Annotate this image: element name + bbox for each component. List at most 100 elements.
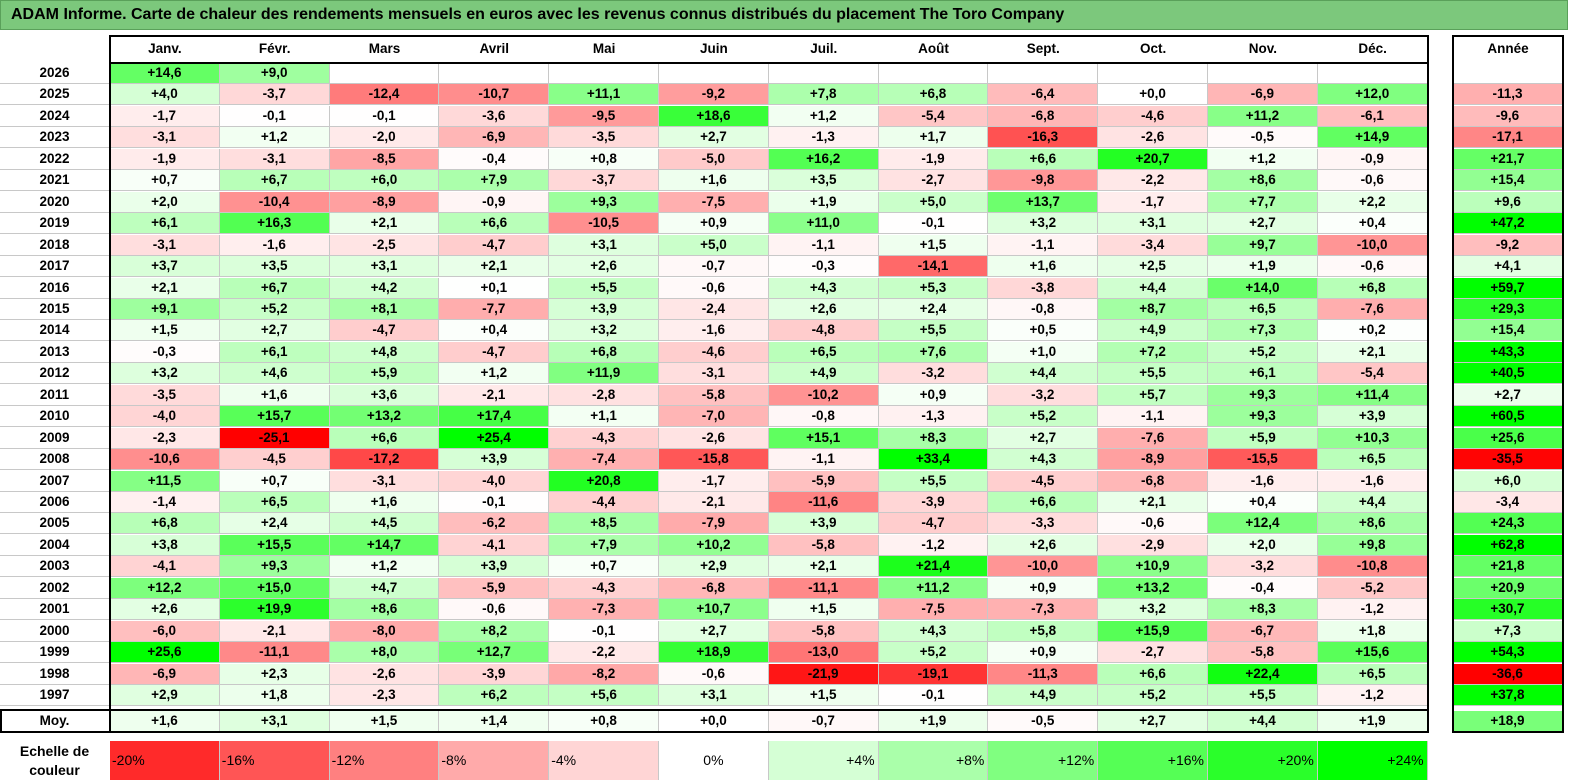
heatmap-cell: +1,6 [659, 170, 769, 192]
heatmap-cell: -10,2 [768, 384, 879, 406]
heatmap-cell: -11,3 [988, 663, 1099, 685]
year-header: Année [1487, 41, 1529, 56]
heatmap-cell: -6,9 [110, 663, 220, 685]
heatmap-cell: +6,6 [329, 427, 440, 449]
heatmap-cell: +2,1 [1317, 341, 1428, 363]
color-scale-step: -12% [329, 741, 440, 780]
row-year-label: 2023 [0, 127, 109, 149]
row-year-label: 2019 [0, 213, 109, 235]
year-total-cell: +60,5 [1453, 406, 1563, 428]
heatmap-cell: +14,0 [1208, 277, 1318, 299]
year-total-cell: -36,6 [1453, 663, 1563, 685]
heatmap-cell: -5,4 [878, 105, 989, 127]
heatmap-cell: +13,7 [988, 191, 1099, 213]
row-year-label: 2026 [0, 63, 109, 84]
heatmap-cell: +1,2 [219, 127, 330, 149]
heatmap-cell: -2,5 [329, 234, 440, 256]
month-header: Déc. [1358, 41, 1387, 56]
heatmap-cell: +8,0 [329, 642, 440, 664]
heatmap-cell: +0,9 [878, 384, 989, 406]
heatmap-cell: +10,9 [1098, 556, 1208, 578]
heatmap-cell: -7,9 [659, 513, 769, 535]
heatmap-cell: +25,4 [439, 427, 550, 449]
heatmap-cell: -0,3 [768, 256, 879, 278]
heatmap-cell: +5,9 [1208, 427, 1318, 449]
heatmap-cell: +13,2 [329, 406, 440, 428]
year-total-cell: +29,3 [1453, 298, 1563, 320]
heatmap-cell: +2,6 [768, 298, 879, 320]
heatmap-cell: +2,9 [110, 685, 220, 707]
heatmap-cell: +8,7 [1098, 298, 1208, 320]
heatmap-cell: -6,0 [110, 620, 220, 642]
heatmap-cell: +10,3 [1317, 427, 1428, 449]
heatmap-cell: -0,6 [1317, 170, 1428, 192]
heatmap-cell: +2,9 [659, 556, 769, 578]
heatmap-cell: -17,2 [329, 449, 440, 471]
heatmap-cell: -0,1 [878, 213, 989, 235]
heatmap-cell: -7,4 [549, 449, 659, 471]
heatmap-cell: +6,5 [1208, 298, 1318, 320]
row-year-label: 2017 [0, 256, 109, 278]
heatmap-cell: +6,0 [329, 170, 440, 192]
heatmap-cell: -7,7 [439, 298, 550, 320]
heatmap-cell: +14,6 [110, 63, 220, 84]
heatmap-cell: +0,0 [659, 710, 769, 732]
heatmap-cell: +3,1 [659, 685, 769, 707]
heatmap-cell: +9,1 [110, 298, 220, 320]
heatmap-cell: -10,0 [1317, 234, 1428, 256]
heatmap-cell: +8,6 [329, 599, 440, 621]
heatmap-cell: -0,8 [768, 406, 879, 428]
row-year-label: 2007 [0, 471, 109, 492]
heatmap-cell: -25,1 [219, 427, 330, 449]
year-total-cell: +30,7 [1453, 599, 1563, 621]
heatmap-cell: +0,4 [439, 320, 550, 342]
heatmap-cell: +0,8 [549, 148, 659, 170]
heatmap-cell: +4,5 [329, 513, 440, 535]
heatmap-cell: +6,1 [219, 341, 330, 363]
month-header: Févr. [258, 41, 291, 56]
heatmap-cell: +5,9 [329, 363, 440, 385]
row-year-label: 2012 [0, 363, 109, 385]
heatmap-cell [329, 63, 440, 84]
heatmap-cell: -0,9 [1317, 148, 1428, 170]
row-year-label: 2002 [0, 578, 109, 599]
heatmap-cell: +2,1 [1098, 492, 1208, 513]
heatmap-cell: -12,4 [329, 84, 440, 106]
heatmap-cell: +11,1 [549, 84, 659, 106]
heatmap-cell: +3,1 [329, 256, 440, 278]
month-header: Janv. [148, 41, 182, 56]
heatmap-cell: +5,0 [659, 234, 769, 256]
color-scale-step: +20% [1208, 741, 1318, 780]
heatmap-cell: -2,2 [1098, 170, 1208, 192]
heatmap-cell: -4,0 [110, 406, 220, 428]
heatmap-cell: -21,9 [768, 663, 879, 685]
heatmap-cell: -0,4 [1208, 577, 1318, 599]
row-year-label: 2015 [0, 299, 109, 320]
heatmap-cell: -3,7 [549, 170, 659, 192]
heatmap-cell: +12,0 [1317, 84, 1428, 106]
heatmap-cell: -1,1 [988, 234, 1099, 256]
row-year-label: 2011 [0, 385, 109, 406]
heatmap-cell: +15,5 [219, 534, 330, 556]
heatmap-cell [439, 63, 550, 84]
heatmap-cell: +2,6 [110, 599, 220, 621]
heatmap-cell: +3,2 [1098, 599, 1208, 621]
heatmap-cell: -4,7 [439, 341, 550, 363]
heatmap-cell: +2,7 [1208, 213, 1318, 235]
year-total-cell: -3,4 [1453, 492, 1563, 513]
heatmap-cell: -7,6 [1317, 298, 1428, 320]
heatmap-cell: -6,1 [1317, 105, 1428, 127]
year-total-cell: +15,4 [1453, 170, 1563, 192]
heatmap-cell: -6,9 [1208, 84, 1318, 106]
heatmap-cell: +5,5 [1098, 363, 1208, 385]
heatmap-cell: -10,6 [110, 449, 220, 471]
heatmap-cell: +9,3 [1208, 406, 1318, 428]
heatmap-cell: +8,5 [549, 513, 659, 535]
year-total-cell: +9,6 [1453, 191, 1563, 213]
heatmap-cell [988, 63, 1099, 84]
heatmap-cell: -1,1 [768, 449, 879, 471]
heatmap-cell: +1,0 [988, 341, 1099, 363]
year-total-cell: +6,0 [1453, 470, 1563, 492]
heatmap-cell: -3,8 [988, 277, 1099, 299]
year-total-cell: +54,3 [1453, 642, 1563, 664]
